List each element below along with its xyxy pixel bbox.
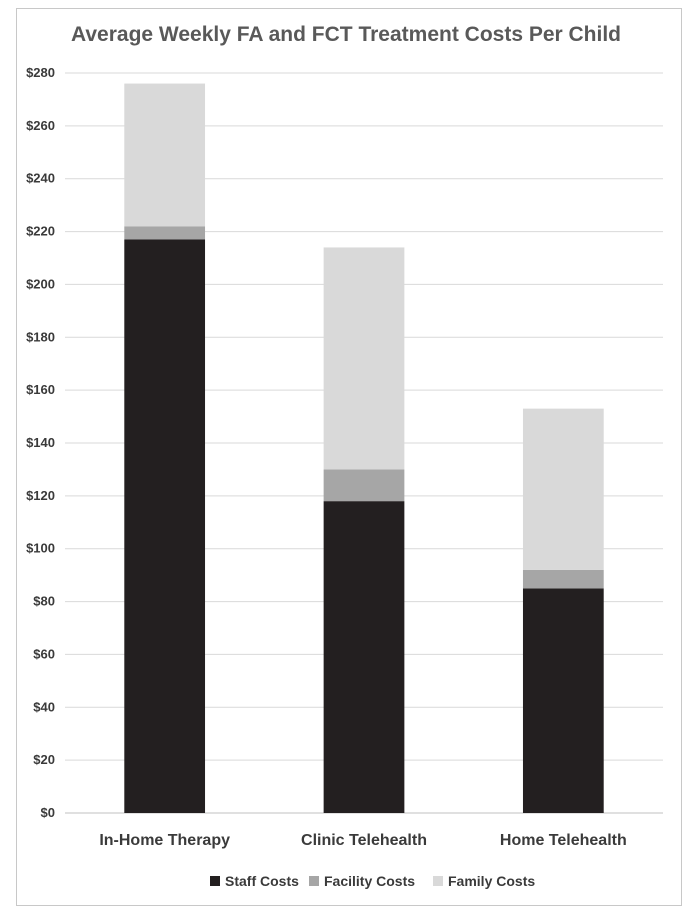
y-tick-label: $240 [26,171,55,186]
x-category-label: Home Telehealth [500,832,627,849]
bar-family-costs [522,408,604,570]
legend: Staff Costs Facility Costs Family Costs [210,873,535,889]
y-tick-label: $140 [26,435,55,450]
x-category-label: Clinic Telehealth [301,832,427,849]
legend-label: Family Costs [448,873,535,889]
legend-swatch [210,876,220,886]
y-tick-label: $40 [33,699,55,714]
y-tick-label: $80 [33,594,55,609]
bar-facility-costs [522,569,604,589]
y-tick-label: $100 [26,541,55,556]
x-category-label: In-Home Therapy [99,832,230,849]
legend-label: Staff Costs [225,873,299,889]
legend-swatch [433,876,443,886]
y-tick-label: $180 [26,329,55,344]
bars [124,83,604,813]
y-tick-label: $200 [26,276,55,291]
bar-staff-costs [124,239,206,813]
x-axis-category-labels: In-Home Therapy Clinic Telehealth Home Tel… [99,832,626,849]
y-tick-label: $160 [26,382,55,397]
y-tick-label: $260 [26,118,55,133]
legend-swatch [309,876,319,886]
bar-family-costs [323,247,405,470]
y-tick-label: $220 [26,224,55,239]
chart-frame: Average Weekly FA and FCT Treatment Cost… [16,8,682,906]
y-tick-label: $120 [26,488,55,503]
bar-staff-costs [323,501,405,813]
y-tick-label: $20 [33,752,55,767]
chart-title: Average Weekly FA and FCT Treatment Cost… [71,23,621,46]
legend-label: Facility Costs [324,873,415,889]
bar-facility-costs [124,226,206,240]
y-tick-label: $60 [33,646,55,661]
y-tick-label: $0 [41,805,55,820]
y-axis-tick-labels: $0 $20 $40 $60 $80 $100 $120 $140 $160 $180 $200 $2… [26,65,55,820]
bar-staff-costs [522,588,604,813]
bar-family-costs [124,83,206,227]
stacked-bar-chart: Average Weekly FA and FCT Treatment Cost… [26,23,663,889]
bar-facility-costs [323,469,405,502]
y-tick-label: $280 [26,65,55,80]
